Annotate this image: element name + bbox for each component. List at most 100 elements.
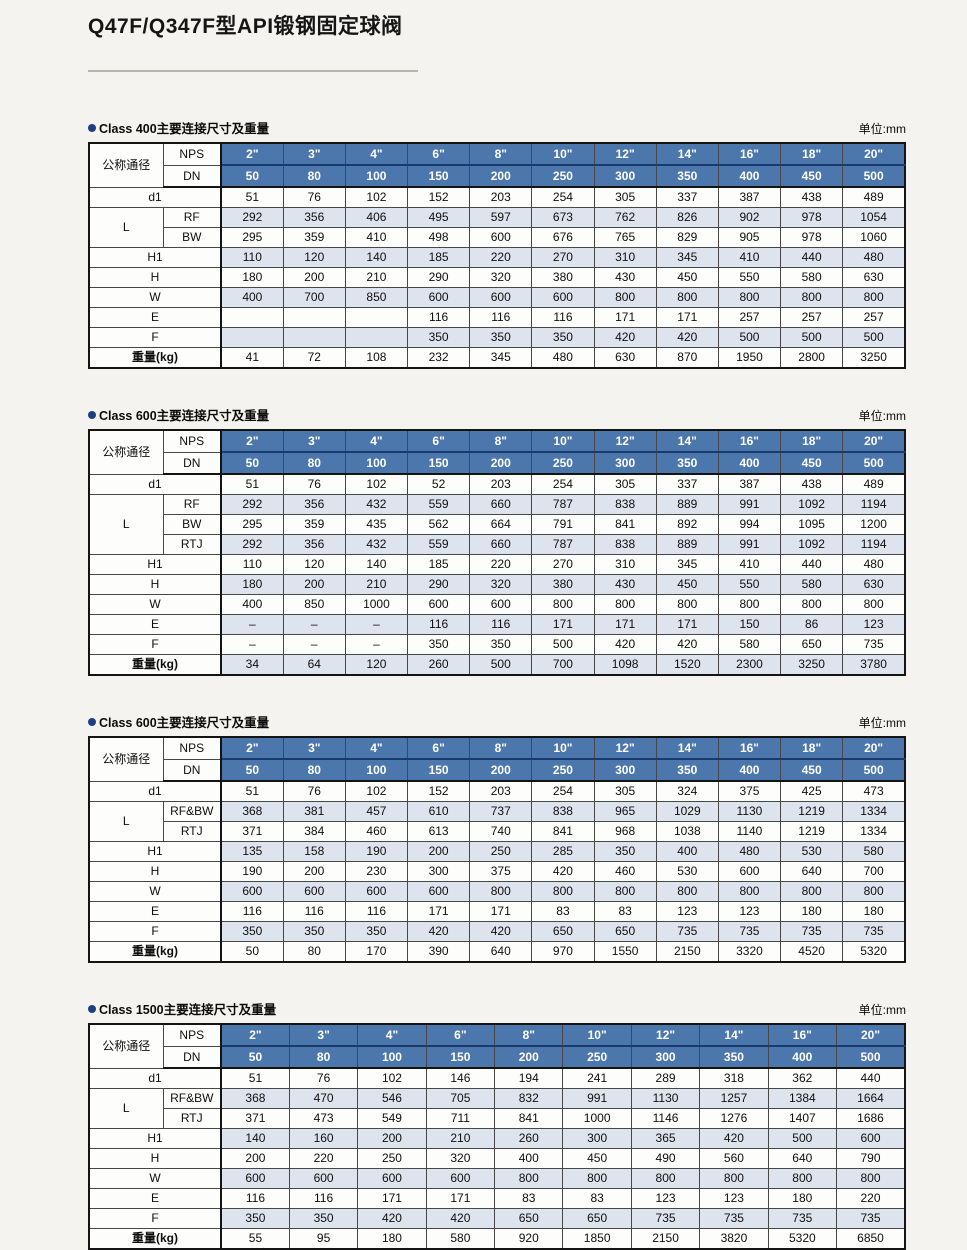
value-cell: 435 [344,514,409,535]
nps-size-header: 16" [767,1023,838,1047]
dimension-table: 公称通径 NPS 2" 3" 4" 6" 8" 10" 12" 14" 16" 18" 20" DN 50 8… [88,142,906,369]
nps-size-header: 18" [780,736,844,760]
value-cell: 289 [630,1067,701,1089]
nps-size-header: 18" [780,429,844,453]
nps-size-header: 8" [469,736,533,760]
value-cell: 350 [531,327,595,348]
table-row: H1 110 120 140 185 220 270 310 345 410 440 480 [88,247,906,268]
table-header-row-dn: DN 50 80 100 150 200 250 300 350 400 450 500 [89,758,906,782]
value-cell: 95 [288,1228,359,1250]
nps-size-header: 2" [220,1023,290,1047]
value-cell: 1146 [630,1108,701,1129]
value-cell: – [220,634,284,655]
value-cell [344,327,409,348]
section-header: Class 600主要连接尺寸及重量 单位:mm [88,405,906,424]
dn-size-header: 350 [655,164,719,188]
unit-label: 单位:mm [858,409,906,423]
value-cell: 838 [593,494,657,515]
size-group-label: 公称通径 [88,1023,164,1069]
row-label: RF [162,207,222,228]
value-cell: 600 [407,287,471,308]
value-cell: 450 [562,1148,632,1169]
value-cell: – [220,614,284,635]
value-cell: 420 [469,921,533,942]
value-cell: 387 [717,473,782,495]
section-header: Class 400主要连接尺寸及重量 单位:mm [88,118,906,137]
nps-size-header: 4" [357,1023,427,1047]
value-cell: 600 [407,594,471,615]
value-cell: 102 [344,780,409,802]
nps-size-header: 12" [630,1023,701,1047]
row-group-label: L [88,207,164,248]
value-cell: 290 [407,574,471,595]
value-cell: 800 [717,594,782,615]
dn-size-header: 50 [220,1045,290,1069]
value-cell: 123 [630,1188,701,1209]
row-label: E [88,901,222,922]
value-cell: 430 [593,267,657,288]
value-cell: 51 [220,1067,290,1089]
value-cell: 305 [593,473,657,495]
value-cell: 735 [767,1208,838,1229]
table-row: E 116 116 116 171 171 83 83 123 123 180 180 [88,901,906,922]
value-cell: 800 [842,287,906,308]
value-cell: 450 [655,267,719,288]
value-cell: 660 [469,534,533,555]
row-group-label: L [88,1088,164,1129]
table-row: L RF 292 356 406 495 597 673 762 826 902 978 1054 [88,207,906,248]
table-row: RTJ 292 356 432 559 660 787 838 889 991 1092 1194 [89,534,906,555]
value-cell: 210 [344,267,409,288]
table-header-row-dn: DN 50 80 100 150 200 250 300 350 400 450 500 [89,451,906,475]
value-cell: 800 [780,881,844,902]
table-section-class600: Class 600主要连接尺寸及重量 单位:mm 公称通径 NPS 2" 3" 4" 6"… [88,405,906,676]
row-label: RF&BW [162,1088,222,1109]
value-cell: 80 [282,941,346,963]
section-title-text: Class 600主要连接尺寸及重量 [99,409,270,423]
table-row: F – – –350 350 500 420 420 580 650 735 [88,634,906,655]
value-cell: 203 [469,780,533,802]
value-cell: 350 [288,1208,359,1229]
nps-size-header: 3" [282,142,346,166]
value-cell: 41 [220,347,284,369]
value-cell: 3250 [780,654,844,676]
value-cell: 180 [767,1188,838,1209]
value-cell: 337 [655,473,719,495]
dn-size-header: 250 [531,451,595,475]
dn-size-header: 500 [842,164,906,188]
table-row: 重量(kg) 34 64 120 260 500 700 1098 1520 2300 3250 37… [88,654,906,676]
value-cell: 368 [220,801,284,822]
nps-size-header: 6" [407,736,471,760]
value-cell: 5320 [767,1228,838,1250]
value-cell: 420 [531,861,595,882]
value-cell: 390 [407,941,471,963]
dn-size-header: 300 [630,1045,701,1069]
value-cell: 559 [407,494,471,515]
row-label: W [88,594,222,615]
table-section-class1500: Class 1500主要连接尺寸及重量 单位:mm 公称通径 NPS 2" 3" 4" 6… [88,999,906,1250]
value-cell: 120 [282,554,346,575]
dn-size-header: 300 [593,451,657,475]
value-cell: 3780 [842,654,906,676]
dn-size-header: 350 [655,758,719,782]
size-group-label: 公称通径 [88,736,164,782]
dn-size-header: 350 [699,1045,769,1069]
value-cell: 850 [344,287,409,308]
dn-size-header: 100 [344,758,409,782]
nps-size-header: 12" [593,142,657,166]
value-cell: 295 [220,227,284,248]
value-cell: 673 [531,207,595,228]
row-label: d1 [88,473,222,495]
row-label: H [88,574,222,595]
value-cell: 51 [220,780,284,802]
value-cell: 410 [717,247,782,268]
value-cell: 735 [842,921,906,942]
row-label: H [88,1148,222,1169]
value-cell: 1276 [699,1108,769,1129]
section-title: Class 400主要连接尺寸及重量 [88,118,269,137]
value-cell: 800 [593,287,657,308]
value-cell: 180 [780,901,844,922]
row-label: F [88,634,222,655]
value-cell: 432 [344,534,409,555]
value-cell: 320 [469,267,533,288]
value-cell: 735 [655,921,719,942]
